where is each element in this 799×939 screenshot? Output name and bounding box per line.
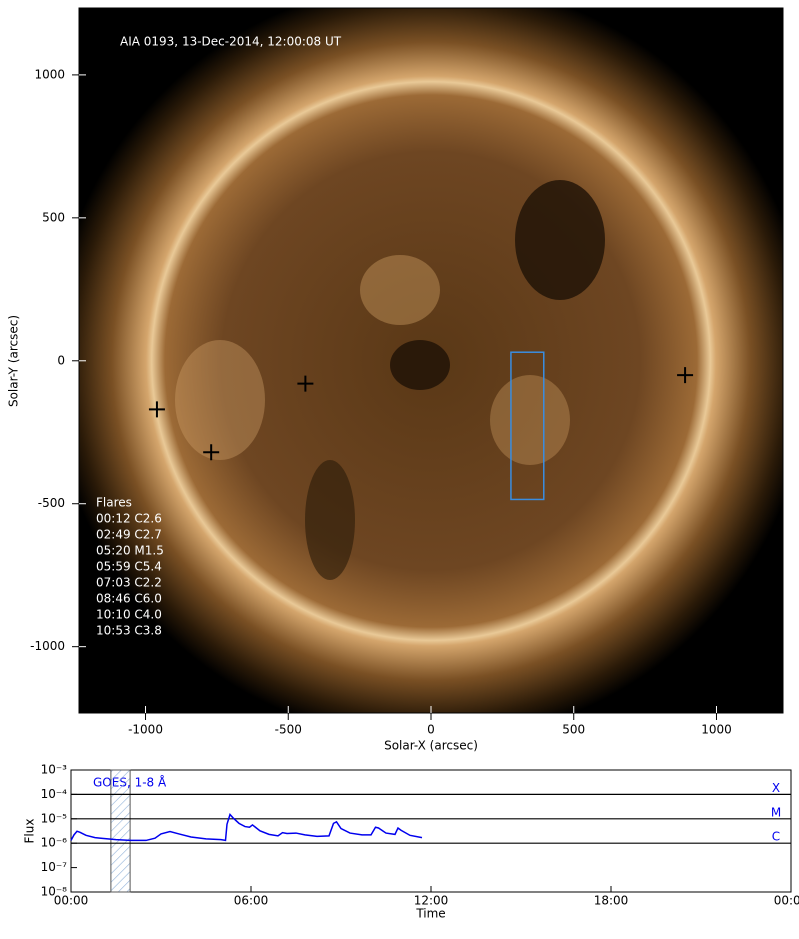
coronal-hole (515, 180, 605, 300)
flux-line (70, 813, 423, 842)
flare-list-item: 02:49 C2.7 (96, 528, 162, 542)
y-tick-label: 10⁻⁶ (41, 836, 68, 850)
flare-list-item: 05:59 C5.4 (96, 560, 162, 574)
class-label: C (772, 830, 780, 844)
flare-marker (148, 401, 165, 418)
flare-list-item: 07:03 C2.2 (96, 576, 162, 590)
class-label: M (771, 805, 781, 819)
x-tick-label: -500 (275, 723, 302, 737)
flare-list-item: 10:53 C3.8 (96, 624, 162, 638)
y-tick-label: 10⁻⁸ (41, 885, 68, 899)
flare-list-item: 00:12 C2.6 (96, 512, 162, 526)
flare-list-item: 10:10 C4.0 (96, 608, 162, 622)
goes-frame (70, 769, 792, 893)
x-axis-label: Solar-X (arcsec) (384, 739, 478, 753)
active-region (175, 340, 265, 460)
x-tick-label: 18:00 (594, 894, 629, 908)
solar-image (79, 8, 783, 713)
flare-list-item: 08:46 C6.0 (96, 592, 162, 606)
flare-marker (297, 375, 314, 392)
image-title: AIA 0193, 13-Dec-2014, 12:00:08 UT (120, 35, 342, 49)
active-region (490, 375, 570, 465)
class-label: X (772, 781, 780, 795)
active-region (360, 255, 440, 325)
y-tick-label: -500 (38, 496, 65, 510)
dark-region (305, 460, 355, 580)
flare-marker (677, 367, 694, 384)
flare-list-title: Flares (96, 496, 132, 510)
x-tick-label: -1000 (128, 723, 163, 737)
x-tick-label: 0 (427, 723, 435, 737)
x-tick-label: 500 (562, 723, 585, 737)
x-tick-label: 00:00 (54, 894, 89, 908)
y-tick-label: 10⁻⁴ (41, 787, 68, 801)
highlight-band (110, 769, 131, 893)
x-tick-label: 12:00 (414, 894, 449, 908)
x-tick-label: 00:00 (774, 894, 799, 908)
y-axis-label: Solar-Y (arcsec) (7, 315, 21, 407)
coronal-hole (390, 340, 450, 390)
flare-marker (203, 444, 220, 461)
y-tick-label: 10⁻⁷ (41, 860, 68, 874)
x-tick-label: 06:00 (234, 894, 269, 908)
y-tick-label: 0 (57, 353, 65, 367)
y-tick-label: 1000 (34, 67, 65, 81)
region-box (510, 351, 545, 501)
y-tick-label: 10⁻³ (41, 763, 68, 777)
y-tick-label: -1000 (30, 639, 65, 653)
y-tick-label: 500 (42, 210, 65, 224)
flare-list-item: 05:20 M1.5 (96, 544, 164, 558)
x-axis-label: Time (415, 907, 445, 921)
x-tick-label: 1000 (701, 723, 732, 737)
y-tick-label: 10⁻⁵ (41, 811, 68, 825)
y-axis-label: Flux (23, 819, 37, 844)
